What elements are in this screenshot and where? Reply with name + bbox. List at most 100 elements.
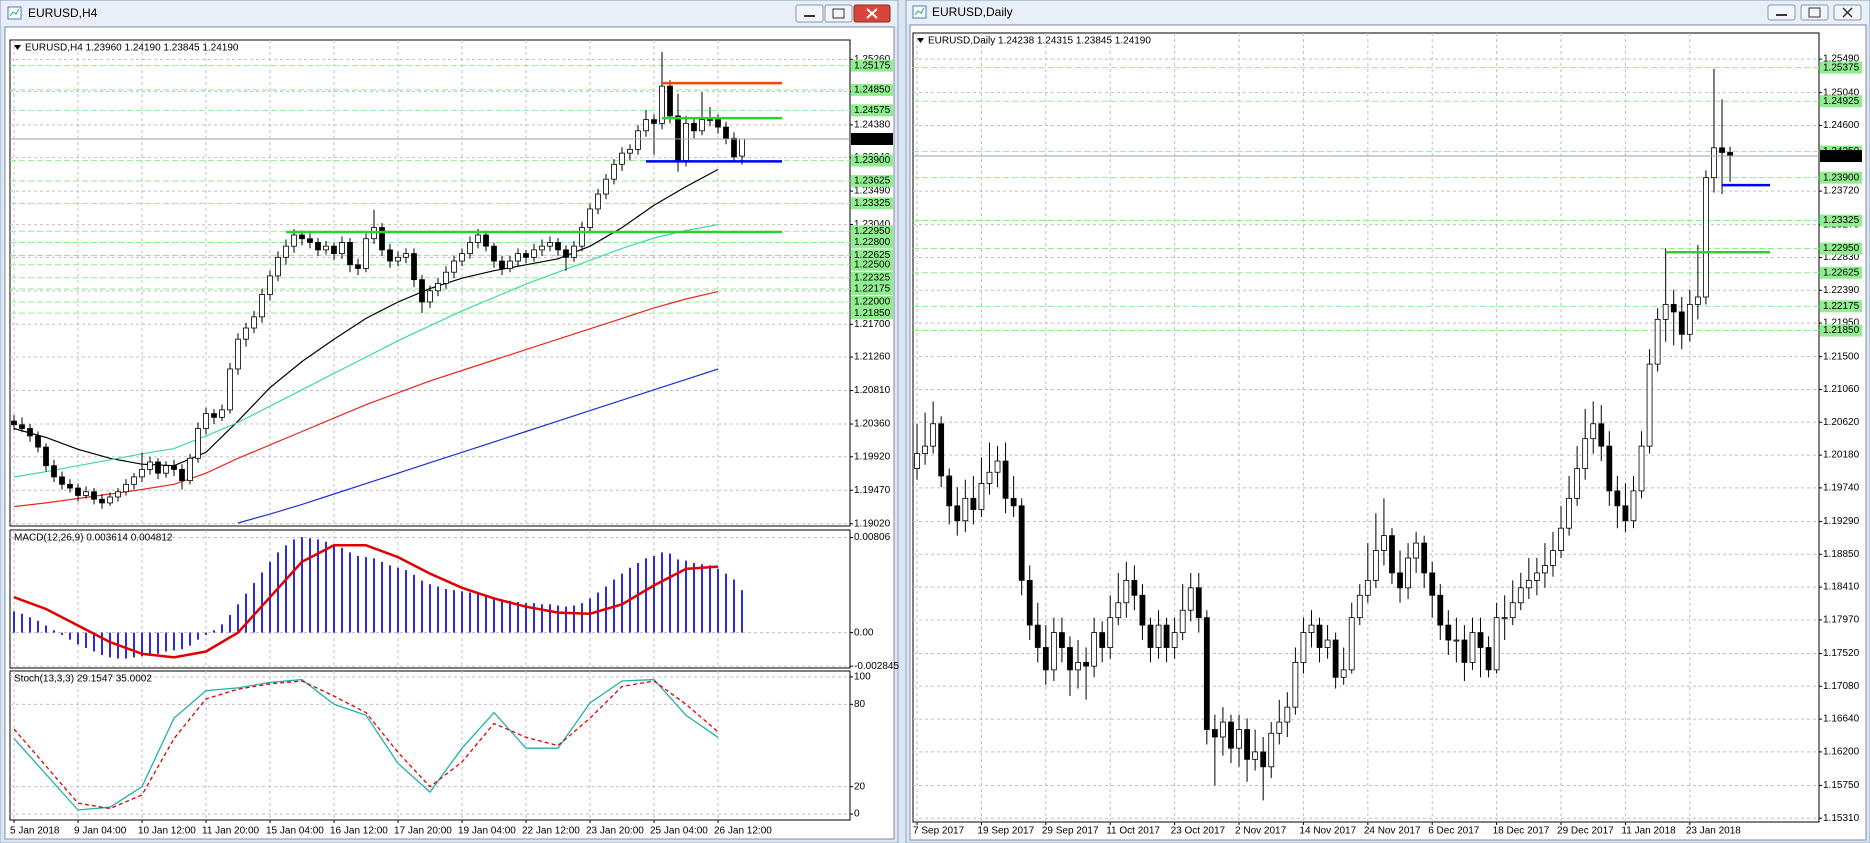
restore-button[interactable]: [1800, 4, 1829, 21]
x-tick-label: 25 Jan 04:00: [650, 826, 708, 837]
candle-body: [946, 475, 953, 507]
candle-body: [1268, 732, 1275, 768]
level-label-box: [851, 258, 893, 271]
y-tick-label: 1.18850: [1823, 549, 1860, 560]
candle-body: [1670, 304, 1677, 313]
last-price-box: [1820, 150, 1862, 163]
title-bar[interactable]: [907, 1, 1869, 24]
candle-body: [1622, 505, 1629, 522]
macd-bar: [221, 624, 223, 633]
macd-bar: [725, 573, 727, 633]
candle-body: [1026, 579, 1033, 626]
candle-body: [1662, 304, 1669, 320]
candle-body: [1123, 579, 1130, 604]
macd-bar: [645, 558, 647, 633]
candle-body: [75, 487, 81, 496]
macd-bar: [541, 604, 543, 633]
candle-body: [403, 253, 409, 258]
x-tick-label: 7 Sep 2017: [913, 826, 965, 837]
y-tick-label: 1.20360: [854, 419, 891, 430]
x-tick-label: 11 Oct 2017: [1106, 826, 1160, 837]
candle-body: [435, 282, 441, 292]
level-label: 1.22950: [854, 226, 891, 237]
macd-bar: [245, 593, 247, 633]
candle-body: [1389, 535, 1395, 574]
macd-bar: [357, 555, 359, 633]
candle-body: [1550, 550, 1556, 566]
window-icon: [9, 8, 20, 17]
macd-bar: [453, 590, 455, 633]
panel-frame: [912, 32, 1820, 823]
y-tick-label: 1.23040: [854, 219, 891, 230]
candle-body: [235, 338, 241, 370]
level-label: 1.23900: [854, 155, 891, 166]
candle-body: [930, 423, 937, 447]
x-tick-label: 11 Jan 20:00: [202, 826, 260, 837]
y-tick-label: -0.002845: [854, 661, 899, 672]
candle-body: [227, 368, 233, 411]
candle-body: [355, 264, 361, 269]
level-label: 1.22800: [854, 237, 891, 248]
candle-body: [723, 126, 729, 139]
level-label-box: [851, 295, 893, 308]
candle-body: [1155, 624, 1162, 648]
candle-body: [1517, 587, 1524, 604]
level-label: 1.22625: [1823, 267, 1860, 278]
candle-body: [547, 242, 553, 247]
candle-body: [1381, 535, 1387, 551]
candle-body: [1171, 632, 1178, 648]
y-tick-label: 1.17080: [1823, 681, 1860, 692]
level-label-box: [851, 154, 893, 167]
macd-bar: [365, 557, 367, 633]
minimize-button[interactable]: [795, 4, 824, 23]
candle-body: [922, 445, 928, 455]
level-label: 1.21850: [854, 308, 891, 319]
macd-bar: [397, 567, 399, 633]
candle-body: [1356, 594, 1363, 619]
y-tick-label: 1.21500: [1823, 351, 1860, 362]
panel-frame: [9, 529, 851, 669]
y-tick-label: 1.15310: [1823, 813, 1860, 824]
y-tick-label: 1.20810: [854, 385, 891, 396]
macd-bar: [197, 632, 199, 640]
level-label-box: [851, 59, 893, 72]
candle-body: [962, 497, 969, 522]
macd-bar: [485, 594, 487, 633]
macd-bar: [261, 572, 263, 633]
macd-bar: [413, 574, 415, 633]
macd-bar: [165, 632, 167, 652]
level-label: 1.25375: [1823, 62, 1860, 73]
candle-body: [1437, 594, 1444, 626]
macd-bar: [301, 537, 303, 633]
candle-body: [651, 119, 657, 124]
window-icon: [914, 7, 925, 16]
y-tick-label: 1.21260: [854, 352, 891, 363]
y-tick-label: 1.16200: [1823, 747, 1860, 758]
x-tick-label: 17 Jan 20:00: [394, 826, 452, 837]
y-tick-label: 20: [854, 781, 866, 792]
candle-body: [715, 119, 721, 128]
candle-body: [1075, 662, 1081, 671]
level-label: 1.23325: [1823, 215, 1860, 226]
y-tick-label: 1.19740: [1823, 483, 1860, 494]
candle-body: [451, 260, 457, 273]
minimize-button[interactable]: [1767, 4, 1796, 21]
macd-bar: [229, 614, 231, 633]
candle-body: [994, 460, 1001, 473]
restore-button[interactable]: [824, 4, 853, 23]
candle-body: [1703, 177, 1709, 298]
candle-body: [731, 137, 737, 158]
title-bar[interactable]: [1, 1, 897, 26]
y-tick-label: 1.21950: [1823, 318, 1860, 329]
candle-body: [1220, 721, 1226, 738]
candle-body: [1694, 296, 1701, 305]
level-label: 1.21850: [1823, 325, 1860, 336]
x-tick-label: 23 Jan 20:00: [586, 826, 644, 837]
candle-body: [275, 256, 281, 277]
y-tick-label: 1.15750: [1823, 780, 1860, 791]
level-label-box: [1820, 300, 1862, 313]
candle-body: [155, 461, 161, 474]
candle-body: [475, 234, 481, 243]
x-tick-label: 23 Jan 2018: [1686, 826, 1741, 837]
macd-bar: [549, 604, 551, 633]
